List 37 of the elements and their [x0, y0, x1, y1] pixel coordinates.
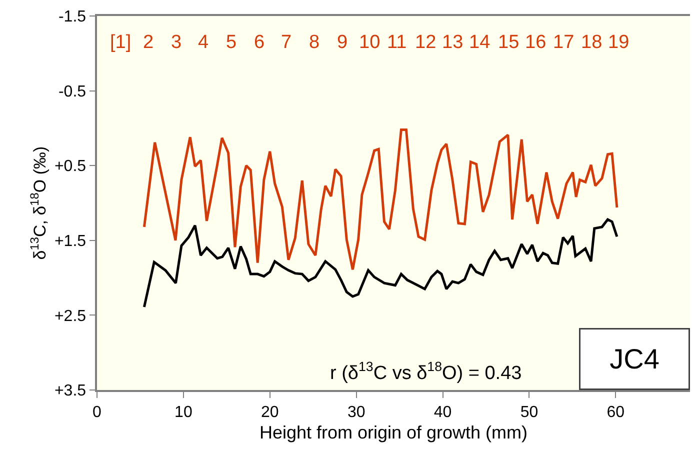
x-tick-label: 30: [347, 404, 366, 421]
annotation: 10: [359, 32, 380, 53]
annotation: 19: [608, 32, 630, 53]
annotation: 3: [171, 32, 182, 53]
line-series: [142, 218, 618, 308]
annotation: 17: [553, 32, 574, 53]
x-tick-label: 20: [260, 404, 279, 421]
annotation: [1]: [110, 32, 132, 53]
annotation: 5: [226, 32, 237, 53]
x-tick-label: 50: [520, 404, 538, 421]
y-tick-label: +1.5: [54, 233, 86, 250]
annotation: JC4: [610, 344, 660, 374]
y-tick-label: -0.5: [58, 83, 86, 100]
annotation: 13: [442, 32, 464, 53]
y-tick-label: +0.5: [54, 158, 86, 176]
annotation: 16: [525, 32, 546, 53]
x-tick-label: 40: [434, 404, 452, 421]
line-series: [142, 128, 618, 271]
annotation: 11: [387, 32, 407, 53]
annotation: 14: [469, 32, 491, 53]
annotation: 18: [581, 32, 602, 53]
annotation: 6: [254, 32, 265, 53]
annotation: 12: [415, 32, 436, 53]
y-tick-label: +2.5: [54, 308, 86, 325]
annotation: 9: [337, 32, 348, 53]
y-tick-label: -1.5: [58, 8, 86, 26]
x-tick-label: 60: [606, 404, 625, 421]
x-tick-label: 10: [174, 404, 192, 421]
y-tick-label: +3.5: [54, 382, 86, 400]
x-tick-label: 0: [92, 404, 102, 421]
annotation: 2: [143, 32, 154, 53]
annotation: 8: [309, 32, 320, 53]
annotation: 7: [281, 32, 292, 53]
annotation: 15: [498, 32, 520, 53]
annotation: 4: [198, 32, 209, 53]
annotation: r (δ$^{13}$C vs δ$^{18}$O) = 0.43: [330, 359, 522, 384]
x-axis-title: Height from origin of growth (mm): [259, 422, 528, 443]
